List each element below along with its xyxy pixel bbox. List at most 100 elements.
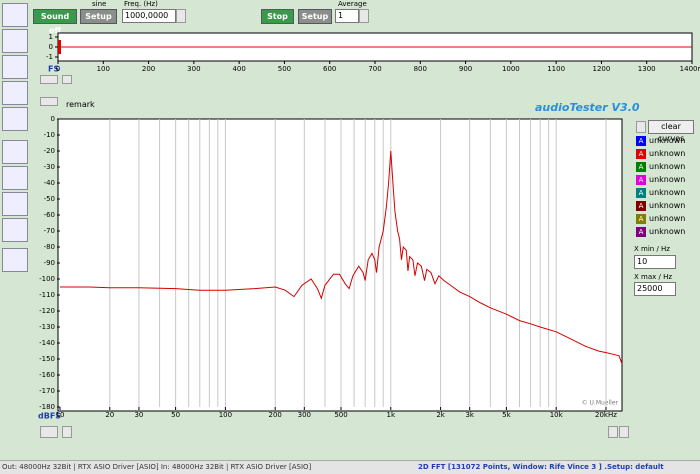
curve-letter: A bbox=[636, 214, 646, 224]
x-tick-label: 20kHz bbox=[595, 411, 617, 419]
xmin-label: X min / Hz bbox=[634, 245, 670, 253]
tool-icon[interactable] bbox=[2, 192, 28, 216]
scroll-button[interactable] bbox=[62, 75, 72, 84]
curve-letter: A bbox=[636, 162, 646, 172]
x-tick-label: 20 bbox=[105, 411, 114, 419]
freq-input[interactable]: 1000,0000 bbox=[122, 9, 176, 23]
app-title: audioTester V3.0 bbox=[535, 101, 640, 114]
xmax-input[interactable]: 25000 bbox=[634, 282, 676, 296]
x-tick-label: 1400m bbox=[680, 65, 700, 73]
scroll-button[interactable] bbox=[608, 426, 618, 438]
y-tick-label: -10 bbox=[44, 131, 55, 139]
y-tick-label: -50 bbox=[44, 195, 55, 203]
spectrum-line bbox=[60, 150, 623, 364]
tool-icon[interactable] bbox=[2, 140, 28, 164]
x-tick-label: 5k bbox=[502, 411, 511, 419]
avg-setup-button[interactable]: Setup bbox=[298, 9, 332, 24]
spinner[interactable] bbox=[359, 9, 369, 23]
x-tick-label: 0 bbox=[56, 65, 60, 73]
x-tick-label: 500 bbox=[334, 411, 347, 419]
x-tick-label: 700 bbox=[368, 65, 381, 73]
x-tick-label: 600 bbox=[323, 65, 336, 73]
y-tick-label: -180 bbox=[39, 403, 55, 411]
curve-letter: A bbox=[636, 175, 646, 185]
y-tick-label: -140 bbox=[39, 339, 55, 347]
scroll-button[interactable] bbox=[62, 426, 72, 438]
xmax-label: X max / Hz bbox=[634, 273, 673, 281]
curve-name: unknown bbox=[649, 188, 686, 197]
x-tick-label: 2k bbox=[436, 411, 445, 419]
x-tick-label: 50 bbox=[171, 411, 180, 419]
scroll-button[interactable] bbox=[40, 75, 58, 84]
y-tick-label: -120 bbox=[39, 307, 55, 315]
tool-icon[interactable] bbox=[2, 107, 28, 131]
y-tick-label: -70 bbox=[44, 227, 55, 235]
curve-letter: A bbox=[636, 201, 646, 211]
remark: remark bbox=[66, 100, 95, 109]
curve-name: unknown bbox=[649, 162, 686, 171]
signal-label: sine bbox=[92, 0, 107, 8]
x-tick-label: 400 bbox=[232, 65, 245, 73]
curve-toggle[interactable] bbox=[636, 121, 646, 133]
y-tick-label: -80 bbox=[44, 243, 55, 251]
tool-icon[interactable] bbox=[2, 29, 28, 53]
curve-name: unknown bbox=[649, 201, 686, 210]
y-tick-label: 1 bbox=[49, 33, 53, 41]
tool-icon[interactable] bbox=[2, 248, 28, 272]
curve-letter: A bbox=[636, 188, 646, 198]
clear-curves-button[interactable]: clear curves bbox=[648, 120, 694, 143]
x-tick-label: 900 bbox=[459, 65, 472, 73]
tool-icon[interactable] bbox=[2, 55, 28, 79]
x-tick-label: 1k bbox=[387, 411, 396, 419]
signal-setup-button[interactable]: Setup bbox=[80, 9, 117, 24]
sound-off-button[interactable]: Sound off bbox=[33, 9, 77, 35]
x-tick-label: 1300 bbox=[638, 65, 656, 73]
stop-button[interactable]: Stop bbox=[261, 9, 294, 24]
scroll-button[interactable] bbox=[40, 97, 58, 106]
curve-name: unknown bbox=[649, 214, 686, 223]
y-tick-label: 0 bbox=[49, 43, 53, 51]
curve-letter: A bbox=[636, 227, 646, 237]
xmin-input[interactable]: 10 bbox=[634, 255, 676, 269]
x-tick-label: 200 bbox=[268, 411, 281, 419]
y-tick-label: -170 bbox=[39, 387, 55, 395]
y-axis-label: dBFS bbox=[38, 412, 61, 421]
tool-icon[interactable] bbox=[2, 3, 28, 27]
x-tick-label: 1100 bbox=[547, 65, 565, 73]
y-tick-label: -110 bbox=[39, 291, 55, 299]
x-tick-label: 1000 bbox=[502, 65, 520, 73]
x-tick-label: 300 bbox=[298, 411, 311, 419]
y-tick-label: -40 bbox=[44, 179, 55, 187]
credit: © U.Mueller bbox=[582, 400, 619, 407]
status-bar: Out: 48000Hz 32Bit | RTX ASIO Driver [AS… bbox=[0, 460, 700, 474]
y-tick-label: -60 bbox=[44, 211, 55, 219]
average-label: Average bbox=[338, 0, 367, 8]
x-tick-label: 500 bbox=[278, 65, 291, 73]
y-tick-label: -100 bbox=[39, 275, 55, 283]
x-tick-label: 10 bbox=[56, 411, 65, 419]
scroll-button[interactable] bbox=[40, 426, 58, 438]
curve-letter: A bbox=[636, 149, 646, 159]
spinner[interactable] bbox=[176, 9, 186, 23]
y-tick-label: -160 bbox=[39, 371, 55, 379]
average-input[interactable]: 1 bbox=[335, 9, 359, 23]
time-x-label: FS bbox=[48, 65, 59, 74]
tool-icon[interactable] bbox=[2, 218, 28, 242]
curve-name: unknown bbox=[649, 149, 686, 158]
y-tick-label: -20 bbox=[44, 147, 55, 155]
scroll-button[interactable] bbox=[619, 426, 629, 438]
tool-icon[interactable] bbox=[2, 81, 28, 105]
tool-icon[interactable] bbox=[2, 166, 28, 190]
y-tick-label: -1 bbox=[46, 53, 53, 61]
y-tick-label: -30 bbox=[44, 163, 55, 171]
